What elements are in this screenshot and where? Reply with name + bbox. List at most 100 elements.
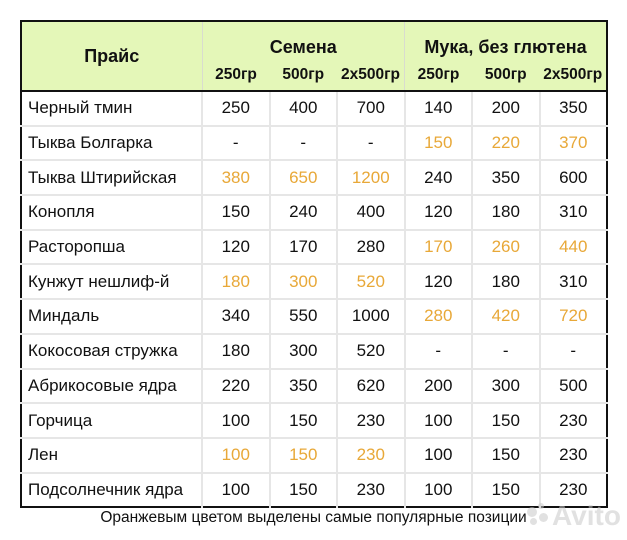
flour-price-cell: 350: [472, 160, 541, 197]
flour-price-cell: 440: [539, 229, 608, 266]
seeds-price-cell: 520: [337, 333, 406, 370]
flour-price-cell: 310: [539, 264, 608, 301]
table-row: Кокосовая стружка 180 300 520- - -: [21, 333, 608, 370]
flour-price-cell: 140: [404, 91, 474, 127]
flour-price-cell: 230: [539, 437, 608, 474]
seeds-price-cell: 180: [202, 333, 271, 370]
group-header-seeds: Семена: [202, 21, 406, 60]
table-row: Миндаль 340 550 1000 280 420 720: [21, 299, 608, 335]
flour-price-cell: -: [404, 333, 474, 370]
seeds-price-cell: 150: [202, 195, 271, 231]
product-name: Подсолнечник ядра: [21, 472, 203, 508]
table-row: Тыква Штирийская 380 650 1200 240 350 600: [21, 160, 608, 197]
seeds-price-cell: 380: [202, 160, 271, 197]
flour-price-cell: 260: [472, 229, 541, 266]
flour-price-cell: 500: [539, 368, 608, 405]
size-header: 250гр: [202, 60, 270, 92]
seeds-price-cell: -: [337, 125, 406, 162]
seeds-price-cell: 180: [202, 264, 271, 301]
seeds-price-cell: 350: [269, 368, 338, 405]
seeds-price-cell: 100: [202, 437, 271, 474]
flour-price-cell: 150: [472, 403, 541, 439]
seeds-price-cell: 150: [269, 437, 338, 474]
avito-watermark-text: Avito: [552, 500, 621, 531]
product-name: Абрикосовые ядра: [21, 368, 203, 405]
flour-price-cell: 230: [539, 403, 608, 439]
table-header: Прайс Семена Мука, без глютена 250гр 500…: [21, 21, 608, 92]
flour-price-cell: 600: [539, 160, 608, 197]
table-row: Конопля 150 240 400 120 180 310: [21, 195, 608, 231]
table-row: Горчица 100 150 230 100 150 230: [21, 403, 608, 439]
seeds-price-cell: 230: [337, 472, 406, 508]
size-header: 500гр: [269, 60, 337, 92]
flour-price-cell: 150: [472, 472, 541, 508]
flour-price-cell: 180: [472, 195, 541, 231]
flour-price-cell: 200: [472, 91, 541, 127]
flour-price-cell: 100: [404, 403, 474, 439]
product-name: Тыква Штирийская: [21, 160, 203, 197]
table-title: Прайс: [21, 21, 203, 92]
table-row: Черный тмин 250 400 700 140 200 350: [21, 91, 608, 127]
price-table: Прайс Семена Мука, без глютена 250гр 500…: [20, 20, 609, 509]
seeds-price-cell: 170: [269, 229, 338, 266]
flour-price-cell: 170: [404, 229, 474, 266]
product-name: Миндаль: [21, 299, 203, 335]
seeds-price-cell: 300: [269, 264, 338, 301]
flour-price-cell: 180: [472, 264, 541, 301]
flour-price-cell: 220: [472, 125, 541, 162]
table-row: Лен 100 150 230 100 150 230: [21, 437, 608, 474]
size-header: 2х500гр: [337, 60, 406, 92]
seeds-price-cell: 230: [337, 403, 406, 439]
size-header: 2х500гр: [539, 60, 608, 92]
product-name: Лен: [21, 437, 203, 474]
flour-price-cell: 720: [539, 299, 608, 335]
legend-caption: Оранжевым цветом выделены самые популярн…: [100, 509, 527, 526]
size-header: 500гр: [472, 60, 540, 92]
seeds-price-cell: 300: [269, 333, 338, 370]
seeds-price-cell: 100: [202, 403, 271, 439]
seeds-price-cell: 340: [202, 299, 271, 335]
flour-price-cell: 370: [539, 125, 608, 162]
table-row: Абрикосовые ядра 220 350 620 200 300 500: [21, 368, 608, 405]
product-name: Горчица: [21, 403, 203, 439]
product-name: Расторопша: [21, 229, 203, 266]
size-header: 250гр: [404, 60, 473, 92]
seeds-price-cell: -: [202, 125, 271, 162]
avito-watermark: Avito: [527, 500, 621, 532]
seeds-price-cell: 700: [337, 91, 406, 127]
seeds-price-cell: -: [269, 125, 338, 162]
flour-price-cell: 230: [559, 479, 588, 499]
seeds-price-cell: 550: [269, 299, 338, 335]
seeds-price-cell: 620: [337, 368, 406, 405]
seeds-price-cell: 1200: [337, 160, 406, 197]
flour-price-cell: -: [472, 333, 541, 370]
flour-price-cell: 120: [404, 195, 474, 231]
seeds-price-cell: 520: [337, 264, 406, 301]
seeds-price-cell: 400: [337, 195, 406, 231]
seeds-price-cell: 220: [202, 368, 271, 405]
avito-dots-icon: [527, 503, 549, 529]
product-name: Тыква Болгарка: [21, 125, 203, 162]
seeds-price-cell: 400: [269, 91, 338, 127]
flour-price-cell: 300: [472, 368, 541, 405]
seeds-price-cell: 150: [269, 403, 338, 439]
product-name: Черный тмин: [21, 91, 203, 127]
flour-price-cell: 420: [472, 299, 541, 335]
table-row: Кунжут нешлиф-й 180 300 520 120 180 310: [21, 264, 608, 301]
product-name: Кокосовая стружка: [21, 333, 203, 370]
flour-price-cell: 150: [472, 437, 541, 474]
flour-price-cell: 280: [404, 299, 474, 335]
seeds-price-cell: 240: [269, 195, 338, 231]
flour-price-cell: 310: [539, 195, 608, 231]
seeds-price-cell: 280: [337, 229, 406, 266]
seeds-price-cell: 230: [337, 437, 406, 474]
flour-price-cell: 150: [404, 125, 474, 162]
seeds-price-cell: 650: [269, 160, 338, 197]
seeds-price-cell: 120: [202, 229, 271, 266]
table-body: Черный тмин 250 400 700 140 200 350 Тыква Болга…: [21, 91, 608, 508]
table-row: Подсолнечник ядра 100 150 230 100 150 230: [21, 472, 607, 508]
table-row: Тыква Болгарка - - -150 220 370: [21, 125, 608, 162]
flour-price-cell: 350: [539, 91, 608, 127]
seeds-price-cell: 1000: [337, 299, 406, 335]
seeds-price-cell: 250: [202, 91, 271, 127]
